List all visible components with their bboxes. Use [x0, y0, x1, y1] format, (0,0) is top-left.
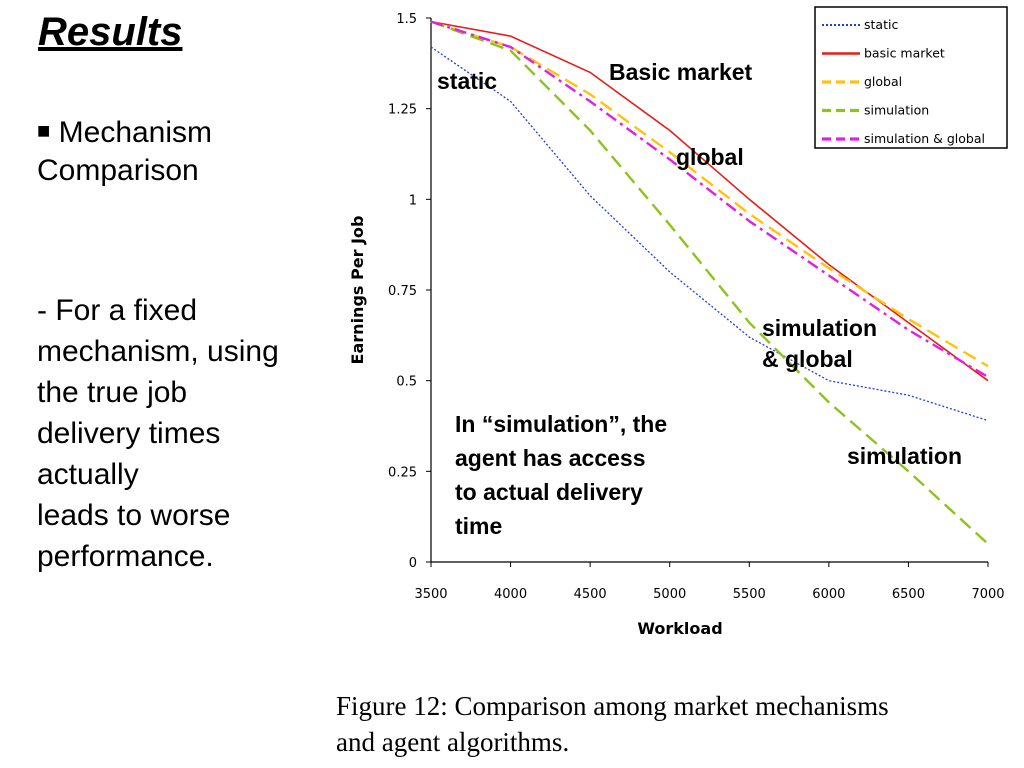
caption-line: Figure 12: Comparison among market mecha… — [336, 691, 889, 721]
bullet-line-1: ■ Mechanism — [37, 112, 212, 152]
legend-box — [814, 6, 1008, 149]
slide-title: Results — [38, 10, 183, 54]
y-tick-label: 1.5 — [396, 12, 417, 27]
body-line: delivery times — [37, 417, 221, 450]
legend-label: simulation — [864, 103, 929, 118]
annotation-basic-market: Basic market — [609, 59, 753, 85]
body-line: mechanism, using — [37, 335, 279, 368]
y-tick-label: 0 — [409, 556, 417, 571]
x-tick-label: 4000 — [494, 587, 527, 602]
y-tick-label: 0.5 — [396, 375, 417, 390]
bullet-line-2: Comparison — [37, 154, 199, 187]
x-tick-label: 5000 — [653, 587, 686, 602]
annotation-sim-global-2: & global — [762, 346, 853, 372]
x-tick-label: 5500 — [733, 587, 766, 602]
series-line-basic-market — [430, 20, 989, 382]
series-line-simulation — [430, 20, 989, 545]
body-text: - For a fixed mechanism, using the true … — [37, 290, 327, 577]
legend-label: global — [864, 74, 902, 89]
series-line-simulation-global — [430, 20, 989, 379]
note-line-3: to actual delivery — [455, 479, 643, 505]
body-line: - For a fixed — [37, 294, 198, 327]
legend-label: simulation & global — [864, 131, 985, 146]
annotation-sim-global-1: simulation — [762, 315, 877, 341]
figure-caption: Figure 12: Comparison among market mecha… — [336, 688, 889, 760]
bullet-block: ■ Mechanism Comparison — [37, 112, 212, 190]
x-tick-label: 4500 — [574, 587, 607, 602]
annotation-simulation: simulation — [847, 443, 962, 469]
y-axis-title: Earnings Per Job — [348, 216, 367, 365]
note-line-1: In “simulation”, the — [455, 411, 667, 437]
y-tick-label: 1 — [409, 193, 417, 208]
chart-axes: 0 0.25 0.5 0.75 1 1.25 1.5 3500 4000 4500 5000 5500… — [388, 12, 1005, 602]
y-tick-label: 1.25 — [388, 103, 417, 118]
note-line-4: time — [455, 513, 502, 539]
annotation-global: global — [676, 144, 744, 170]
body-line: actually — [37, 458, 139, 491]
x-tick-label: 6000 — [812, 587, 845, 602]
chart-legend: static basic market global simulation simula… — [814, 6, 1008, 149]
y-tick-label: 0.25 — [388, 465, 417, 480]
series-line-global — [430, 20, 989, 368]
chart-lines — [430, 20, 989, 545]
x-tick-label: 7000 — [971, 587, 1004, 602]
x-axis-title: Workload — [637, 619, 722, 638]
y-tick-label: 0.75 — [388, 284, 417, 299]
legend-label: static — [864, 17, 898, 32]
legend-label: basic market — [864, 46, 945, 61]
note-line-2: agent has access — [455, 445, 646, 471]
bullet-text: Mechanism — [58, 116, 213, 149]
caption-line: and agent algorithms. — [336, 727, 570, 757]
body-line: leads to worse — [37, 499, 231, 532]
bullet-square-icon: ■ — [37, 118, 51, 143]
annotation-static: static — [437, 68, 497, 94]
x-tick-label: 6500 — [892, 587, 925, 602]
x-tick-label: 3500 — [414, 587, 447, 602]
body-line: performance. — [37, 540, 214, 573]
series-line-static — [430, 46, 989, 422]
body-line: the true job — [37, 376, 188, 409]
